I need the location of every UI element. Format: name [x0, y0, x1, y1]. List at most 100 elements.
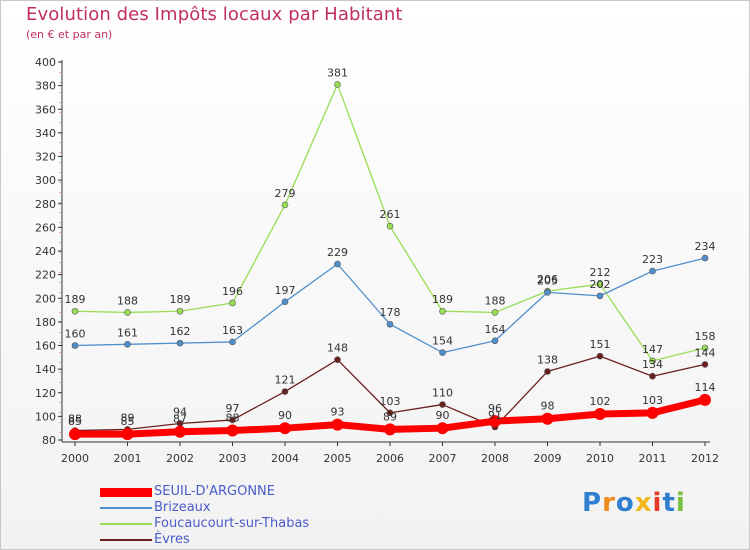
data-label-foucaucourt-sur-thabas: 188: [117, 294, 138, 307]
data-label-foucaucourt-sur-thabas: 147: [642, 343, 663, 356]
y-tick-label: 240: [35, 245, 56, 258]
data-point-vres: [649, 372, 656, 380]
data-label-seuil-d-argonne: 88: [226, 412, 240, 425]
data-label-foucaucourt-sur-thabas: 196: [222, 285, 243, 298]
data-label-foucaucourt-sur-thabas: 212: [590, 266, 611, 279]
data-label-foucaucourt-sur-thabas: 189: [170, 293, 191, 306]
x-tick-label: 2000: [61, 452, 89, 465]
y-tick-label: 220: [35, 269, 56, 282]
data-label-brizeaux: 234: [695, 240, 716, 253]
chart-subtitle: (en € et par an): [26, 28, 113, 41]
y-tick-label: 120: [35, 387, 56, 400]
data-label-seuil-d-argonne: 85: [121, 415, 135, 428]
data-point-vres: [386, 409, 394, 417]
data-point-seuil-d-argonne: [384, 423, 396, 436]
data-label-vres: 138: [537, 353, 558, 366]
data-label-foucaucourt-sur-thabas: 189: [432, 293, 453, 306]
y-tick-label: 380: [35, 80, 56, 93]
data-label-vres: 94: [173, 405, 187, 418]
legend-swatch-brizeaux: [100, 507, 152, 509]
data-label-brizeaux: 154: [432, 335, 453, 348]
data-label-foucaucourt-sur-thabas: 381: [327, 66, 348, 79]
y-tick-label: 360: [35, 103, 56, 116]
data-label-foucaucourt-sur-thabas: 188: [485, 294, 506, 307]
data-label-vres: 151: [590, 338, 611, 351]
data-label-vres: 97: [226, 402, 240, 415]
data-label-vres: 88: [68, 413, 82, 426]
data-label-brizeaux: 223: [642, 253, 663, 266]
data-point-vres: [334, 356, 341, 363]
x-tick-label: 2008: [481, 452, 509, 465]
data-label-foucaucourt-sur-thabas: 261: [380, 208, 401, 221]
data-point-brizeaux: [701, 254, 709, 262]
data-point-foucaucourt-sur-thabas: [491, 309, 499, 316]
data-label-seuil-d-argonne: 90: [436, 409, 450, 422]
data-label-brizeaux: 178: [380, 306, 401, 319]
data-label-foucaucourt-sur-thabas: 158: [695, 330, 716, 343]
y-tick-label: 200: [35, 292, 56, 305]
legend-swatch-foucaucourt: [100, 523, 152, 525]
data-label-seuil-d-argonne: 98: [541, 400, 555, 413]
data-label-foucaucourt-sur-thabas: 279: [275, 187, 296, 200]
x-tick-label: 2005: [324, 452, 352, 465]
data-label-brizeaux: 229: [327, 246, 348, 259]
data-label-vres: 89: [121, 411, 135, 424]
data-point-foucaucourt-sur-thabas: [71, 307, 79, 315]
data-point-foucaucourt-sur-thabas: [281, 201, 289, 209]
y-tick-label: 140: [35, 363, 56, 376]
data-point-foucaucourt-sur-thabas: [701, 344, 709, 352]
data-label-brizeaux: 202: [590, 278, 611, 291]
logo-letter: P: [582, 488, 603, 518]
data-point-brizeaux: [229, 338, 236, 346]
y-tick-label: 300: [35, 174, 56, 187]
data-point-vres: [596, 352, 604, 360]
data-point-foucaucourt-sur-thabas: [386, 222, 394, 230]
data-point-seuil-d-argonne: [121, 428, 134, 441]
data-point-brizeaux: [334, 260, 341, 268]
logo-letter: r: [602, 488, 616, 518]
data-point-brizeaux: [176, 339, 184, 347]
y-tick-label: 80: [42, 434, 56, 447]
series-line-foucaucourt-sur-thabas: [74, 83, 706, 362]
series-lines: [69, 81, 711, 441]
data-label-brizeaux: 205: [537, 274, 558, 287]
data-point-seuil-d-argonne: [69, 428, 81, 441]
data-point-vres: [229, 416, 236, 424]
data-point-foucaucourt-sur-thabas: [439, 307, 446, 315]
data-label-seuil-d-argonne: 103: [642, 394, 663, 407]
x-tick-label: 2004: [271, 452, 299, 465]
legend-swatch-seuil: [100, 487, 152, 497]
data-label-seuil-d-argonne: 87: [173, 413, 187, 426]
data-point-vres: [544, 368, 551, 375]
data-point-foucaucourt-sur-thabas: [649, 357, 656, 365]
data-label-vres: 121: [275, 374, 296, 387]
legend-label-foucaucourt: Foucaucourt-sur-Thabas: [154, 516, 310, 531]
y-tick-label: 180: [35, 316, 56, 329]
y-tick-label: 160: [35, 340, 56, 353]
logo-letter: o: [615, 488, 635, 518]
data-label-vres: 103: [380, 395, 401, 408]
data-point-foucaucourt-sur-thabas: [334, 81, 341, 88]
data-label-brizeaux: 160: [65, 328, 86, 341]
data-label-seuil-d-argonne: 93: [331, 406, 345, 419]
data-label-foucaucourt-sur-thabas: 206: [537, 273, 558, 286]
data-point-seuil-d-argonne: [699, 393, 711, 406]
data-point-brizeaux: [649, 267, 656, 275]
y-tick-label: 340: [35, 127, 56, 140]
y-tick-label: 400: [35, 56, 56, 69]
data-point-seuil-d-argonne: [226, 424, 239, 437]
data-label-vres: 134: [642, 358, 663, 371]
axes: 80 100 120 140 160 180 200 220 240 260 280 300 320 34…: [35, 56, 719, 465]
x-tick-label: 2009: [534, 452, 562, 465]
logo-letter: x: [634, 488, 653, 518]
data-label-seuil-d-argonne: 102: [590, 395, 611, 408]
data-point-seuil-d-argonne: [436, 422, 449, 435]
y-tick-label: 280: [35, 198, 56, 211]
x-tick-label: 2003: [219, 452, 247, 465]
x-tick-label: 2001: [114, 452, 142, 465]
data-point-brizeaux: [544, 289, 551, 296]
data-point-foucaucourt-sur-thabas: [229, 299, 236, 307]
x-tick-label: 2012: [691, 452, 719, 465]
